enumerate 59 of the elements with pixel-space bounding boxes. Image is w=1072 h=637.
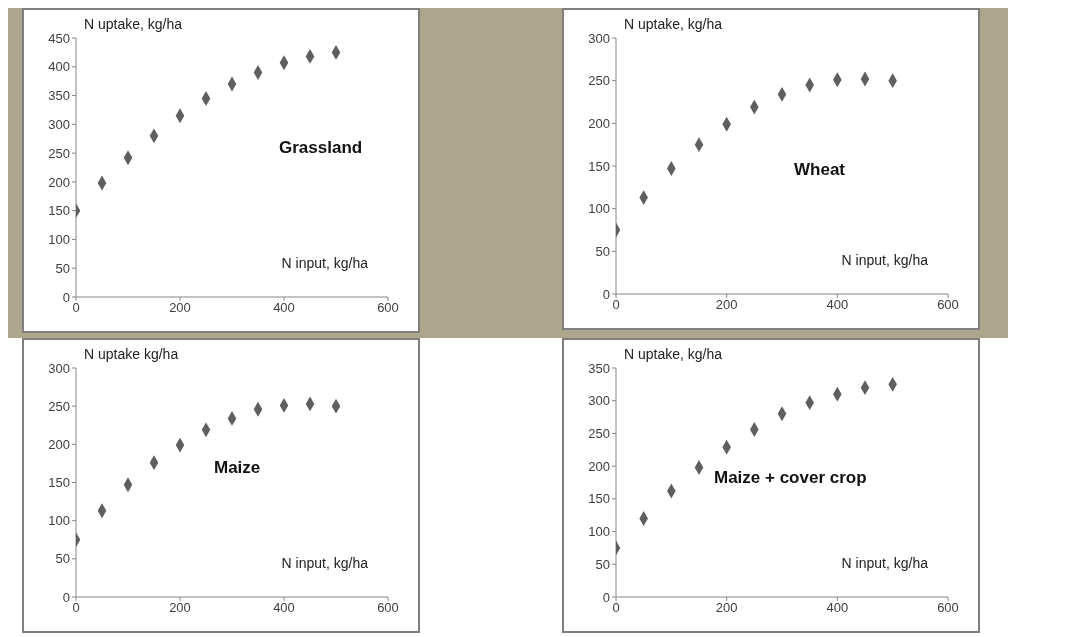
x-tick-label: 400 bbox=[826, 600, 849, 616]
y-axis-title: N uptake, kg/ha bbox=[624, 346, 723, 362]
x-tick-label: 0 bbox=[612, 600, 620, 616]
x-tick-label: 200 bbox=[169, 600, 191, 616]
x-tick-label: 200 bbox=[169, 300, 191, 316]
y-axis-title: N uptake, kg/ha bbox=[624, 16, 723, 32]
x-tick-label: 600 bbox=[937, 297, 959, 313]
x-tick-label: 200 bbox=[715, 600, 738, 616]
text: Grassland bbox=[279, 138, 363, 158]
y-tick-label: 100 bbox=[588, 201, 610, 217]
y-tick-label: 0 bbox=[602, 589, 610, 605]
x-tick-label: 600 bbox=[377, 300, 399, 316]
x-tick-label: 0 bbox=[72, 300, 80, 316]
y-tick-label: 200 bbox=[48, 174, 70, 190]
y-tick-label: 250 bbox=[588, 73, 610, 89]
y-tick-label: 0 bbox=[602, 286, 610, 302]
y-tick-label: 150 bbox=[48, 475, 70, 491]
x-axis-title: N input, kg/ha bbox=[281, 255, 368, 271]
x-tick-label: 400 bbox=[273, 300, 295, 316]
y-tick-label: 350 bbox=[588, 360, 610, 376]
y-tick-label: 200 bbox=[588, 115, 610, 131]
y-tick-label: 150 bbox=[48, 203, 70, 219]
x-tick-label: 600 bbox=[377, 600, 399, 616]
y-tick-label: 300 bbox=[588, 393, 610, 409]
x-tick-label: 400 bbox=[273, 600, 295, 616]
y-tick-label: 100 bbox=[48, 232, 70, 248]
y-tick-label: 200 bbox=[48, 436, 70, 452]
y-tick-label: 150 bbox=[588, 158, 610, 174]
text: Maize bbox=[214, 458, 261, 478]
x-tick-label: 600 bbox=[937, 600, 959, 616]
x-axis-title: N input, kg/ha bbox=[281, 555, 368, 571]
y-tick-label: 200 bbox=[588, 458, 610, 474]
y-tick-label: 150 bbox=[588, 491, 610, 507]
text: Wheat bbox=[794, 160, 845, 180]
x-tick-label: 400 bbox=[826, 297, 849, 313]
y-tick-label: 450 bbox=[48, 30, 70, 46]
y-tick-label: 250 bbox=[588, 426, 610, 442]
y-tick-label: 300 bbox=[588, 30, 610, 46]
y-tick-label: 50 bbox=[55, 260, 70, 276]
y-tick-label: 50 bbox=[595, 556, 610, 572]
y-tick-label: 300 bbox=[48, 360, 70, 376]
y-tick-label: 250 bbox=[48, 145, 70, 161]
y-axis-title: N uptake kg/ha bbox=[84, 346, 179, 362]
y-tick-label: 50 bbox=[55, 551, 70, 567]
x-tick-label: 0 bbox=[72, 600, 80, 616]
text: Maize + cover crop bbox=[714, 468, 867, 488]
y-tick-label: 0 bbox=[62, 589, 70, 605]
x-axis-title: N input, kg/ha bbox=[841, 555, 928, 571]
y-tick-label: 100 bbox=[588, 524, 610, 540]
y-axis-title: N uptake, kg/ha bbox=[84, 16, 183, 32]
x-axis-title: N input, kg/ha bbox=[841, 252, 928, 268]
x-tick-label: 200 bbox=[715, 297, 738, 313]
y-tick-label: 350 bbox=[48, 88, 70, 104]
x-tick-label: 0 bbox=[612, 297, 620, 313]
y-tick-label: 50 bbox=[595, 243, 610, 259]
y-tick-label: 300 bbox=[48, 116, 70, 132]
y-tick-label: 100 bbox=[48, 513, 70, 529]
y-tick-label: 250 bbox=[48, 398, 70, 414]
y-tick-label: 400 bbox=[48, 59, 70, 75]
